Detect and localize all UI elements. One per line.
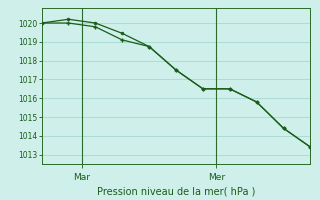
X-axis label: Pression niveau de la mer( hPa ): Pression niveau de la mer( hPa ) [97,186,255,196]
